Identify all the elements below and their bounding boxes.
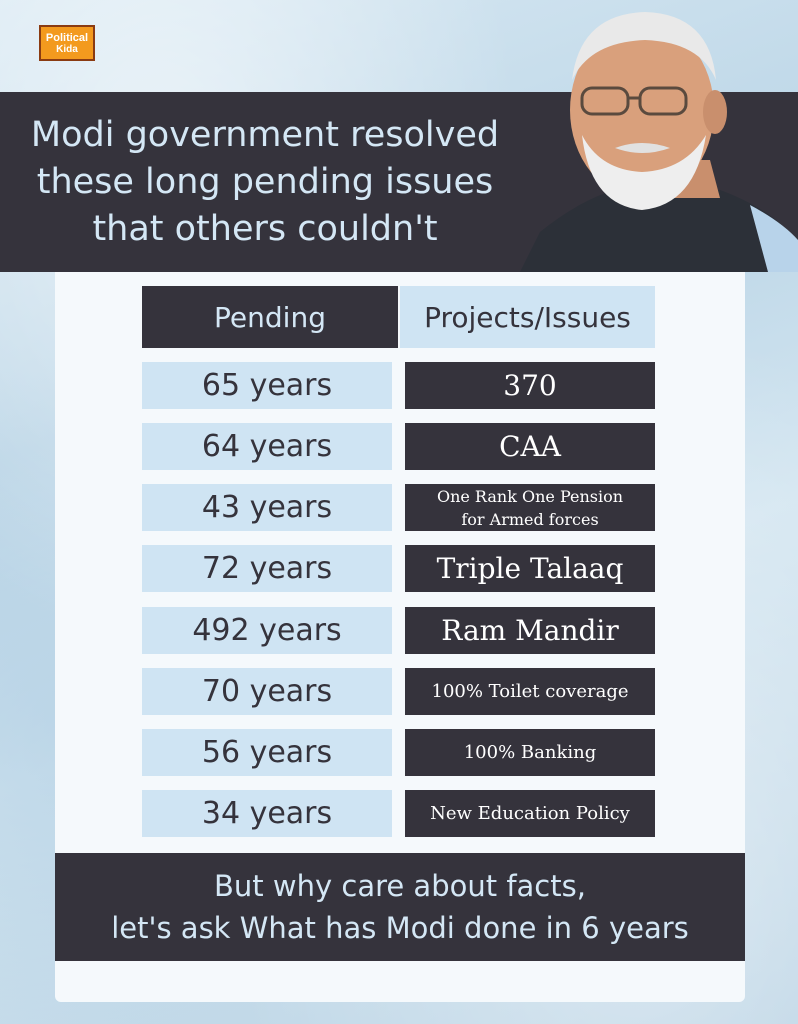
headline: Modi government resolved these long pend… [0,112,530,253]
row-5-issue: Ram Mandir [405,607,655,654]
headline-line-3: that others couldn't [92,209,438,249]
row-4-issue: Triple Talaaq [405,545,655,592]
row-7-years: 56 years [142,729,392,776]
row-1-issue: 370 [405,362,655,409]
row-3-years: 43 years [142,484,392,531]
row-5-years: 492 years [142,607,392,654]
row-2-years: 64 years [142,423,392,470]
footer-line-1: But why care about facts, [214,869,586,903]
row-7-issue: 100% Banking [405,729,655,776]
footer-line-2: let's ask What has Modi done in 6 years [111,911,689,945]
political-kida-logo: Political Kida [39,25,95,61]
row-4-years: 72 years [142,545,392,592]
row-1-years: 65 years [142,362,392,409]
header-pending: Pending [142,286,398,348]
row-8-years: 34 years [142,790,392,837]
logo-text-top: Political [45,31,89,44]
row-6-years: 70 years [142,668,392,715]
row-3-issue-line-1: One Rank One Pension [436,486,624,506]
row-8-issue: New Education Policy [405,790,655,837]
headline-line-2: these long pending issues [36,162,494,202]
row-3-issue: One Rank One Pension for Armed forces [405,484,655,531]
row-2-issue: CAA [405,423,655,470]
headline-line-1: Modi government resolved [30,115,500,155]
footer-message: But why care about facts, let's ask What… [55,853,745,961]
portrait-image [520,12,798,272]
row-3-issue-line-2: for Armed forces [461,509,599,529]
logo-text-bottom: Kida [56,43,78,55]
row-6-issue: 100% Toilet coverage [405,668,655,715]
header-projects-issues: Projects/Issues [400,286,655,348]
